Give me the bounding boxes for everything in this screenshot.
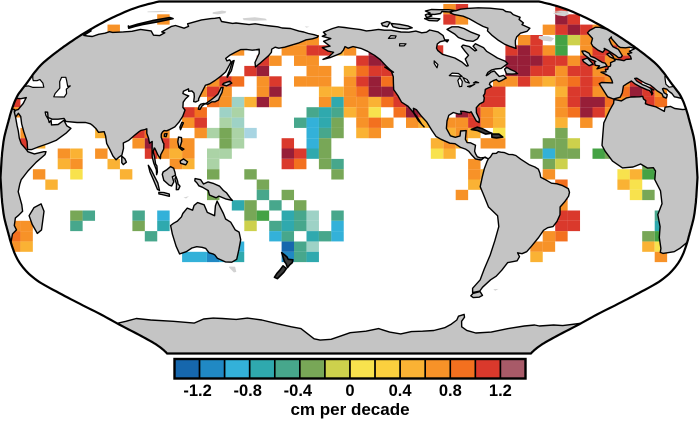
svg-text:1.2: 1.2 — [489, 382, 512, 400]
svg-text:0.4: 0.4 — [389, 382, 413, 400]
svg-text:0.8: 0.8 — [439, 382, 462, 400]
svg-text:-0.8: -0.8 — [233, 382, 261, 400]
svg-text:-0.4: -0.4 — [284, 382, 313, 400]
svg-text:cm per decade: cm per decade — [290, 400, 409, 419]
svg-text:-1.2: -1.2 — [183, 382, 211, 400]
svg-text:0: 0 — [345, 382, 354, 400]
